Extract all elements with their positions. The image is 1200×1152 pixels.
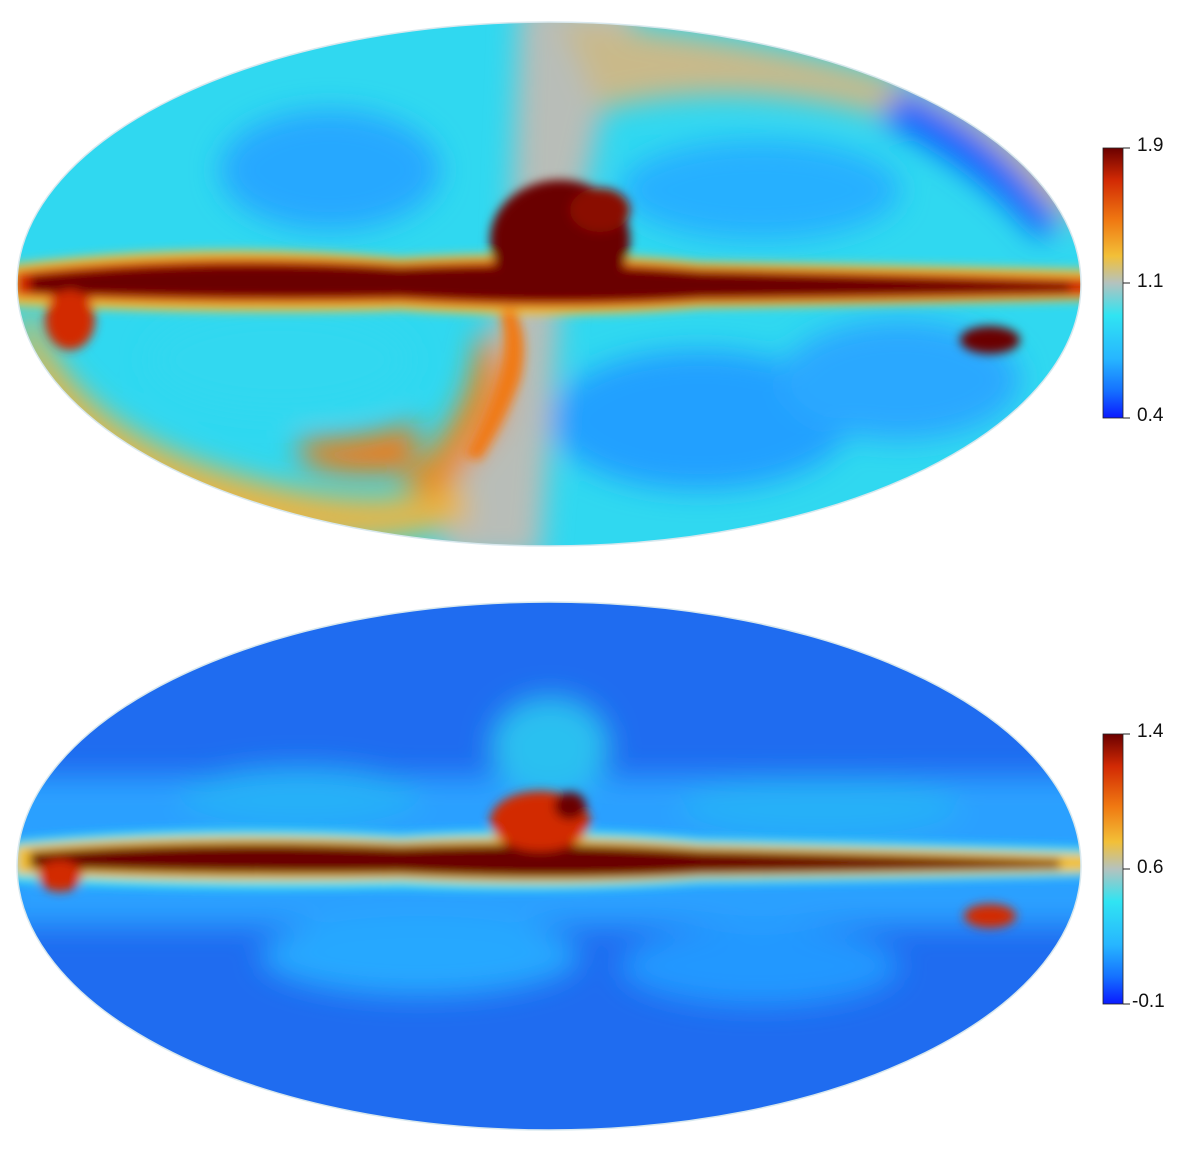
colorbar-bottom-min-label: -0.1	[1132, 991, 1165, 1012]
colorbar-top-gradient	[1103, 148, 1123, 418]
map-panel-bottom: 1.4 0.6 -0.1	[0, 576, 1200, 1152]
colorbar-top-mid-label: 1.1	[1137, 271, 1164, 292]
sky-map-top	[16, 21, 1130, 547]
colorbar-bottom-mid-label: 0.6	[1137, 857, 1164, 878]
colorbar-bottom-gradient	[1103, 734, 1123, 1004]
sky-map-bottom-disc	[17, 602, 1081, 1130]
colorbar-bottom-max-label: 1.4	[1137, 721, 1164, 742]
map-panel-top: 1.9 1.1 0.4	[16, 21, 1164, 547]
sky-map-top-disc	[17, 22, 1081, 546]
colorbar-top-min-label: 0.4	[1137, 405, 1164, 426]
colorbar-top-max-label: 1.9	[1137, 135, 1164, 156]
colorbar-bottom	[1102, 733, 1130, 1005]
sky-map-bottom	[16, 601, 1130, 1131]
colorbar-top	[1102, 147, 1130, 419]
